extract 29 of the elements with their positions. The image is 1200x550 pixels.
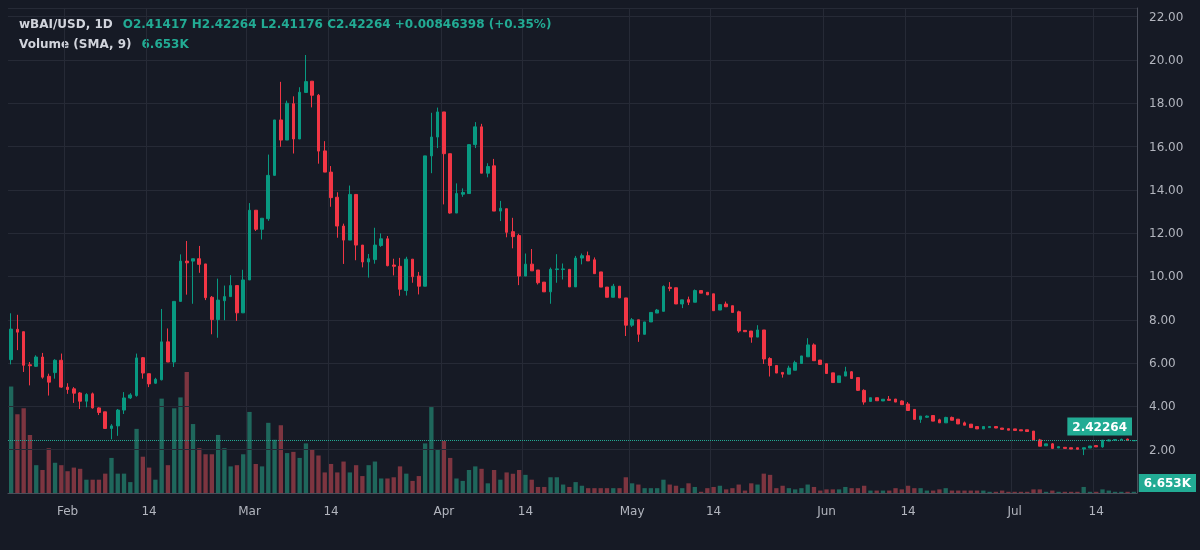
- chart-title: Volume (SMA, 9): [19, 37, 132, 51]
- y-tick-label: 14.00: [1149, 182, 1184, 197]
- annotation: 6.653K: [141, 37, 190, 51]
- x-tick-label: Jul: [1006, 504, 1022, 518]
- y-tick-label: 2.00: [1149, 442, 1176, 457]
- y-tick-label: 4.00: [1149, 399, 1176, 414]
- y-tick-label: 6.00: [1149, 356, 1176, 371]
- x-tick-label: Feb: [56, 504, 79, 518]
- x-tick-label: 14: [900, 504, 916, 518]
- y-tick-label: 12.00: [1149, 226, 1184, 241]
- text: 6.653K: [1143, 476, 1192, 490]
- y-tick-label: 22.00: [1149, 9, 1184, 24]
- y-tick-label: 18.00: [1149, 96, 1184, 111]
- text: O2.41417 H2.42264 L2.41176 C2.42264 +0.00846398 (+0.35%): [122, 17, 552, 31]
- x-tick-label: 14: [517, 504, 534, 518]
- ref-line-label: 2.42264: [1072, 419, 1127, 434]
- x-tick-label: May: [619, 504, 645, 518]
- x-tick-label: 14: [323, 504, 339, 518]
- x-tick-label: Apr: [433, 504, 455, 518]
- x-tick-label: 14: [1088, 504, 1104, 518]
- y-tick-label: 20.00: [1149, 52, 1184, 67]
- y-tick-label: 16.00: [1149, 139, 1184, 154]
- y-tick-label: 10.00: [1149, 269, 1184, 284]
- x-tick-label: 14: [705, 504, 722, 518]
- x-tick-label: 14: [141, 504, 157, 518]
- x-tick-label: Mar: [238, 504, 261, 518]
- y-tick-label: 8.00: [1149, 312, 1176, 327]
- x-tick-label: Jun: [816, 504, 836, 518]
- text: wBAI/USD, 1D: [19, 17, 113, 31]
